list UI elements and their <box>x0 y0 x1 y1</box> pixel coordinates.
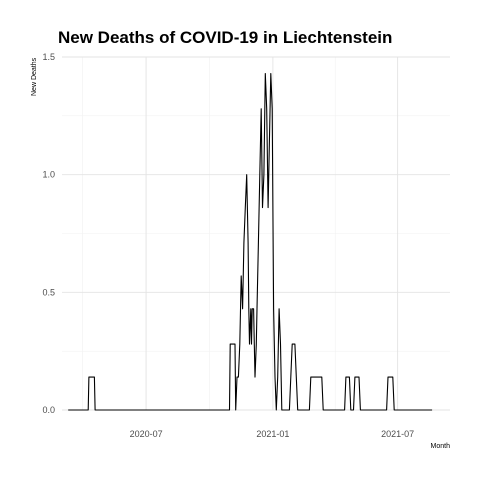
grid <box>62 56 450 411</box>
series-layer <box>68 72 433 411</box>
y-tick-label: 0.0 <box>42 405 55 415</box>
y-tick-label: 1.0 <box>42 170 55 180</box>
series-line <box>68 72 433 411</box>
y-tick-label: 0.5 <box>42 287 55 297</box>
tick-labels: 0.0 0.5 1.0 1.5 2020-07 2021-01 2021-07 <box>42 52 414 439</box>
x-tick-label: 2020-07 <box>130 429 163 439</box>
y-tick-label: 1.5 <box>42 52 55 62</box>
y-axis-title: New Deaths <box>31 57 38 96</box>
x-tick-label: 2021-01 <box>256 429 289 439</box>
x-axis-title: Month <box>431 443 451 450</box>
x-tick-label: 2021-07 <box>381 429 414 439</box>
chart-title: New Deaths of COVID-19 in Liechtenstein <box>58 28 392 47</box>
